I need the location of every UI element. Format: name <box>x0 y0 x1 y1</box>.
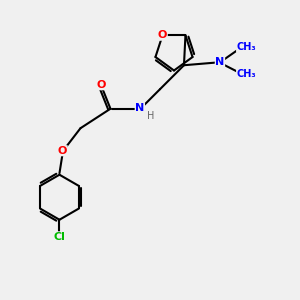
Text: H: H <box>147 111 155 121</box>
Text: N: N <box>135 103 145 113</box>
Text: Cl: Cl <box>53 232 65 242</box>
Text: O: O <box>58 146 67 156</box>
Text: CH₃: CH₃ <box>236 42 256 52</box>
Text: O: O <box>97 80 106 90</box>
Text: CH₃: CH₃ <box>236 69 256 79</box>
Text: O: O <box>158 30 167 40</box>
Text: N: N <box>215 57 225 67</box>
